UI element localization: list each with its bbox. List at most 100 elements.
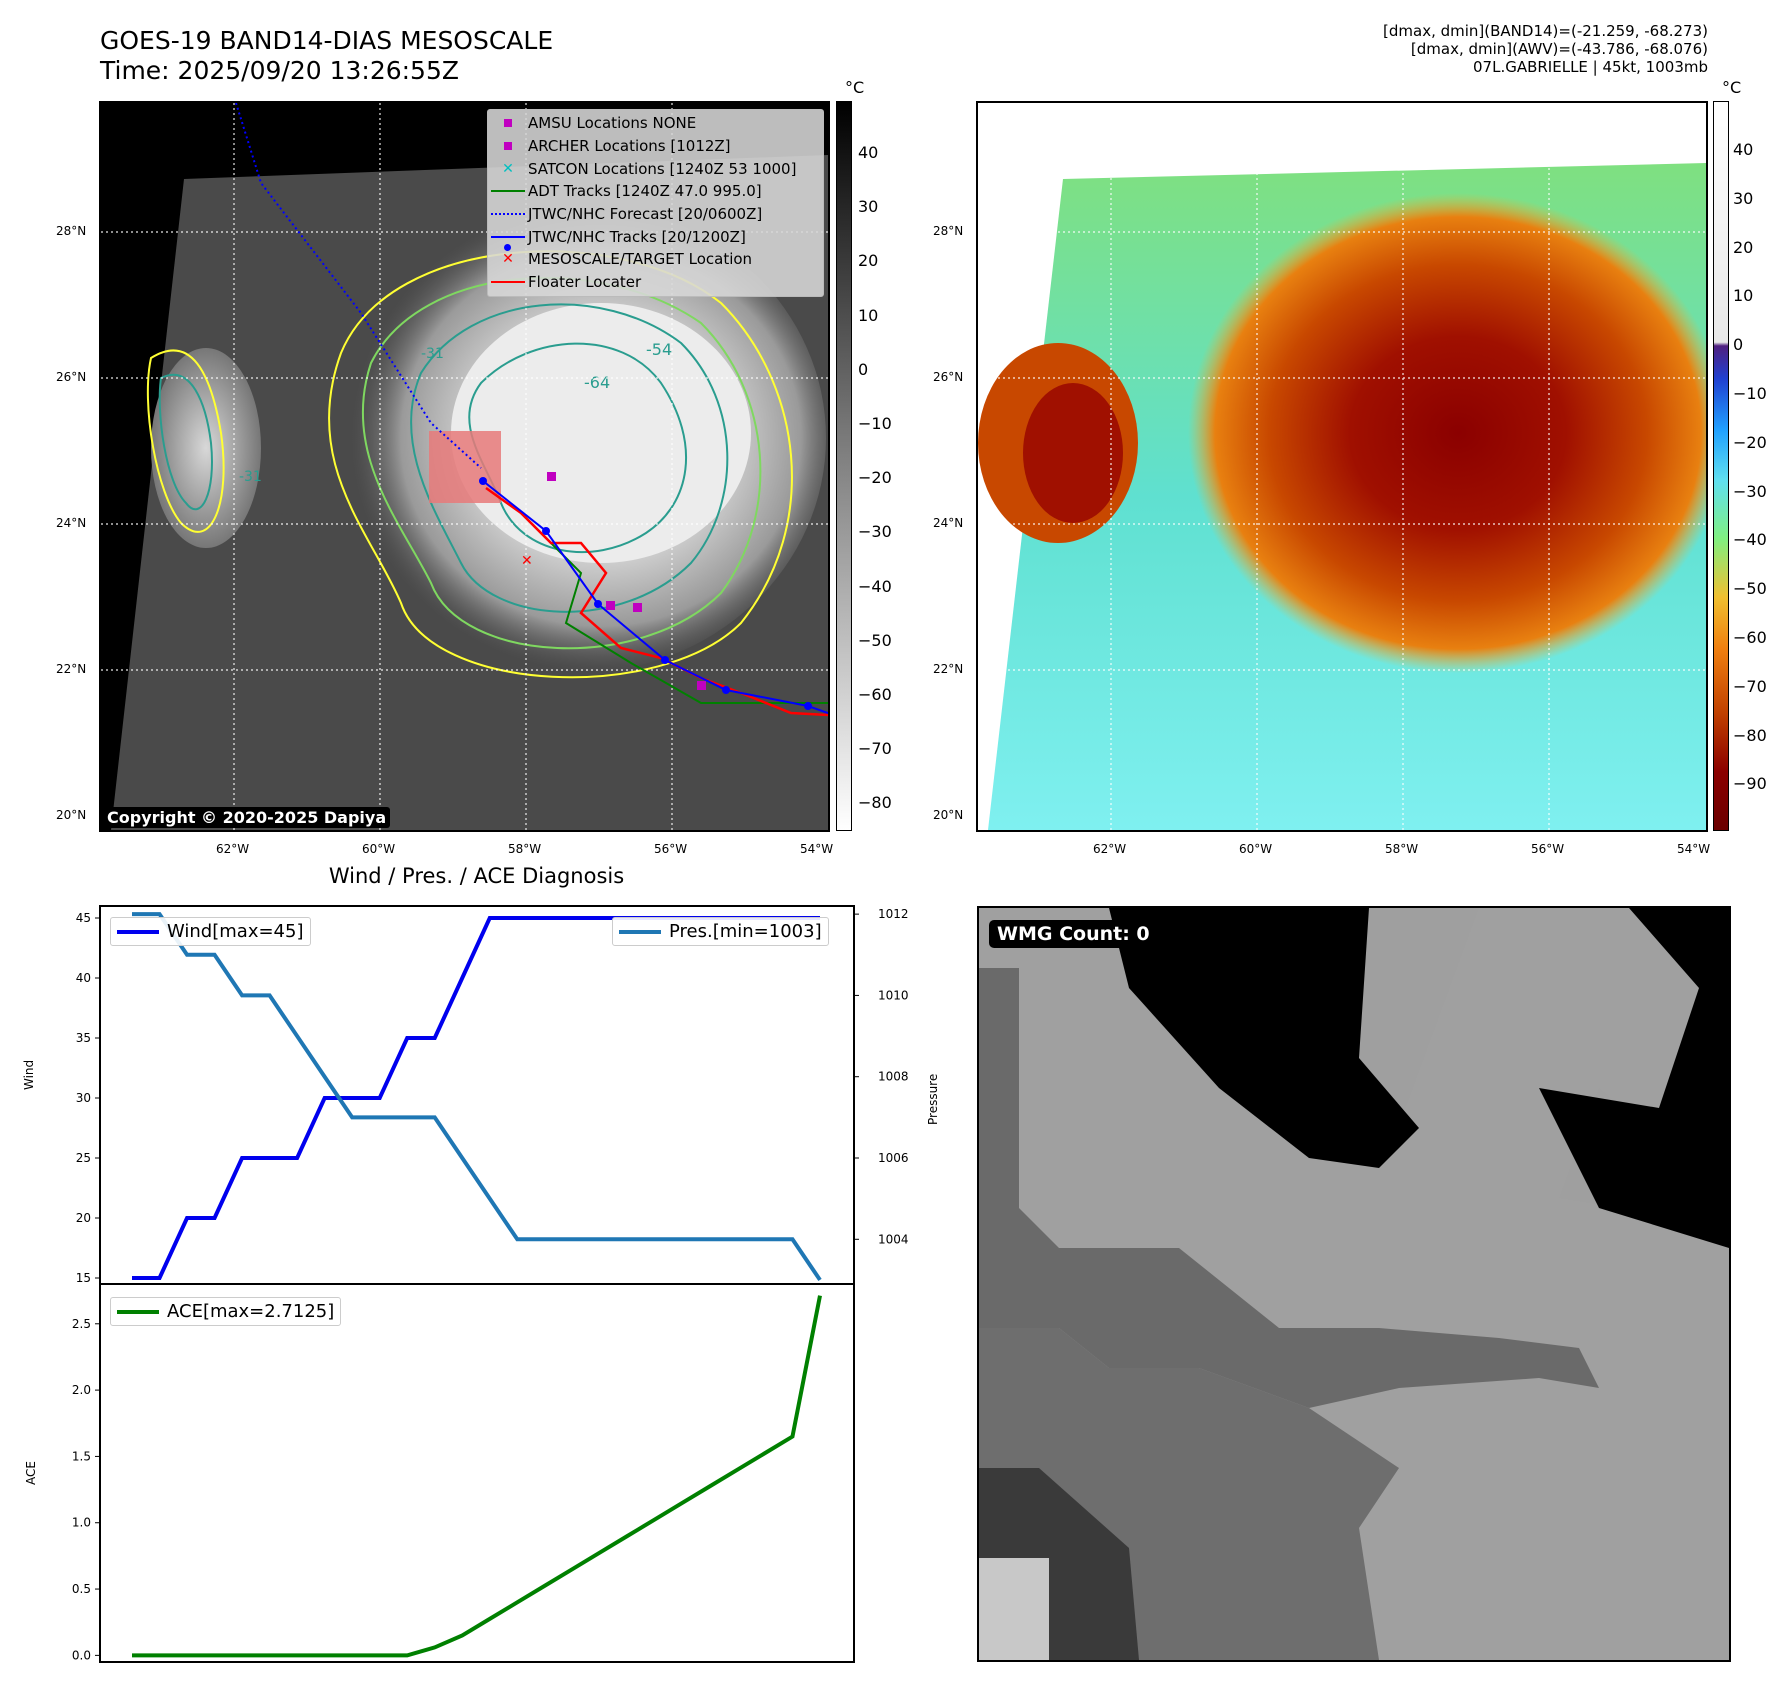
colorbar-gray-tick: −30 bbox=[858, 522, 892, 542]
enh-lon-label: 60°W bbox=[1239, 842, 1273, 856]
contour-label: -31 bbox=[239, 469, 262, 485]
pressure-ytick-label: 1012 bbox=[878, 907, 909, 921]
ir-lat-label: 28°N bbox=[56, 224, 87, 238]
colorbar-gray-tick: −10 bbox=[858, 414, 892, 433]
pressure-ytick-label: 1010 bbox=[878, 988, 909, 1002]
svg-text:✕: ✕ bbox=[521, 553, 533, 569]
wind-ytick-label: 20 bbox=[76, 1211, 91, 1225]
wind-plot-frame bbox=[99, 905, 855, 1285]
ace-legend: ACE[max=2.7125] bbox=[110, 1297, 342, 1326]
colorbar-color-tick: 10 bbox=[1733, 286, 1754, 306]
ace-legend-label: ACE[max=2.7125] bbox=[167, 1301, 335, 1322]
colorbar-color-tick: −80 bbox=[1733, 725, 1767, 745]
colorbar-gray-tick: −20 bbox=[858, 468, 892, 488]
pressure-ytick-label: 1008 bbox=[878, 1070, 909, 1084]
wind-ytick-label: 40 bbox=[76, 971, 91, 985]
colorbar-color bbox=[1713, 101, 1729, 831]
colorbar-color-unit: °C bbox=[1722, 78, 1742, 97]
enh-lat-label: 24°N bbox=[933, 516, 964, 530]
wmg-count-label: WMG Count: 0 bbox=[989, 920, 1158, 948]
colorbar-gray-tick: −70 bbox=[858, 739, 892, 759]
colorbar-gray-tick: −40 bbox=[858, 576, 892, 596]
legend-item-tracks: JTWC/NHC Tracks [20/1200Z] bbox=[488, 225, 823, 251]
legend-item-amsu: AMSU Locations NONE bbox=[488, 112, 823, 135]
info-line-awv: [dmax, dmin](AWV)=(-43.786, -68.076) bbox=[1410, 40, 1708, 58]
legend-item-target: ✕ MESOSCALE/TARGET Location bbox=[502, 250, 753, 269]
pressure-series-line bbox=[132, 912, 822, 1282]
wmg-panel: WMG Count: 0 bbox=[977, 906, 1731, 1662]
colorbar-color-tick: −90 bbox=[1733, 774, 1767, 794]
enh-lat-label: 26°N bbox=[933, 370, 964, 384]
ace-ytick-label: 0.5 bbox=[72, 1582, 91, 1596]
diagnosis-title: Wind / Pres. / ACE Diagnosis bbox=[328, 864, 625, 888]
wmg-image bbox=[979, 908, 1729, 1660]
enhanced-map-panel bbox=[976, 101, 1708, 832]
pressure-axis-label: Pressure bbox=[926, 1073, 940, 1125]
ace-axis-label: ACE bbox=[24, 1461, 38, 1485]
wind-ytick-label: 35 bbox=[76, 1031, 91, 1045]
colorbar-color-tick: −50 bbox=[1733, 579, 1767, 599]
colorbar-gray-tick: −80 bbox=[858, 793, 892, 813]
colorbar-color-tick: 0 bbox=[1733, 335, 1744, 355]
enh-lat-label: 22°N bbox=[933, 662, 964, 676]
wind-ytick-label: 30 bbox=[76, 1091, 91, 1105]
wind-axis-label: Wind bbox=[22, 1059, 36, 1090]
enh-lon-label: 54°W bbox=[1677, 842, 1711, 856]
ir-lon-label: 56°W bbox=[654, 842, 688, 856]
ace-ytick-label: 1.0 bbox=[72, 1516, 91, 1530]
enh-lon-label: 62°W bbox=[1093, 842, 1127, 856]
wind-ytick-label: 45 bbox=[76, 911, 91, 925]
wind-ytick-label: 15 bbox=[76, 1271, 91, 1285]
colorbar-gray bbox=[836, 101, 852, 831]
colorbar-gray-tick: 30 bbox=[858, 197, 879, 217]
colorbar-color-tick: 20 bbox=[1733, 237, 1754, 257]
legend-item-forecast: JTWC/NHC Forecast [20/0600Z] bbox=[488, 203, 823, 226]
colorbar-color-tick: −60 bbox=[1733, 628, 1767, 647]
pressure-ytick-label: 1006 bbox=[878, 1151, 909, 1165]
legend-item-satcon: ✕ SATCON Locations [1240Z 53 1000] bbox=[502, 159, 797, 178]
ir-lat-label: 20°N bbox=[56, 808, 87, 822]
ace-ytick-label: 2.0 bbox=[72, 1383, 91, 1397]
legend-item-archer: ARCHER Locations [1012Z] bbox=[488, 135, 823, 158]
ir-map-panel: -54 -64 -31 -31 bbox=[99, 101, 830, 832]
colorbar-gray-unit: °C bbox=[845, 78, 865, 97]
enh-lat-label: 28°N bbox=[933, 224, 964, 238]
ir-lon-label: 62°W bbox=[216, 842, 250, 856]
wind-series-line bbox=[132, 916, 820, 1280]
pressure-legend: Pres.[min=1003] bbox=[612, 917, 829, 946]
wind-ytick-label: 25 bbox=[76, 1151, 91, 1165]
info-block: [dmax, dmin](BAND14)=(-21.259, -68.273) … bbox=[1108, 22, 1708, 76]
ir-map-image: -54 -64 -31 -31 bbox=[101, 103, 828, 830]
ir-lon-label: 58°W bbox=[508, 842, 542, 856]
ir-lon-label: 60°W bbox=[362, 842, 396, 856]
pressure-legend-swatch bbox=[619, 929, 661, 934]
colorbar-gray-tick: 40 bbox=[858, 143, 879, 162]
colorbar-color-tick: −30 bbox=[1733, 481, 1767, 501]
colorbar-color-tick: −10 bbox=[1733, 384, 1767, 403]
ace-legend-swatch bbox=[117, 1309, 159, 1314]
map-legend: AMSU Locations NONE ARCHER Locations [10… bbox=[487, 109, 824, 297]
info-line-band14: [dmax, dmin](BAND14)=(-21.259, -68.273) bbox=[1383, 22, 1708, 40]
info-line-storm: 07L.GABRIELLE | 45kt, 1003mb bbox=[1473, 58, 1708, 76]
contour-label: -54 bbox=[646, 340, 672, 359]
pressure-legend-label: Pres.[min=1003] bbox=[669, 921, 822, 942]
ir-lat-label: 24°N bbox=[56, 516, 87, 530]
ir-lon-label: 54°W bbox=[800, 842, 834, 856]
legend-item-adt: ADT Tracks [1240Z 47.0 995.0] bbox=[488, 180, 823, 203]
colorbar-color-tick: −20 bbox=[1733, 432, 1767, 452]
legend-item-floater: Floater Locater bbox=[488, 271, 823, 294]
wind-legend-label: Wind[max=45] bbox=[167, 921, 304, 942]
colorbar-color-tick: 30 bbox=[1733, 188, 1754, 208]
enhanced-map-image bbox=[978, 103, 1706, 830]
pressure-ytick-label: 1004 bbox=[878, 1232, 909, 1246]
contour-label: -64 bbox=[584, 373, 610, 392]
enh-lon-label: 58°W bbox=[1385, 842, 1419, 856]
colorbar-gray-tick: −50 bbox=[858, 630, 892, 650]
wind-legend-swatch bbox=[117, 929, 159, 934]
enh-lat-label: 20°N bbox=[933, 808, 964, 822]
contour-label: -31 bbox=[421, 346, 444, 362]
ace-ytick-label: 0.0 bbox=[72, 1648, 91, 1662]
enh-lon-label: 56°W bbox=[1531, 842, 1565, 856]
ir-lat-label: 22°N bbox=[56, 662, 87, 676]
ace-plot-frame bbox=[99, 1283, 855, 1663]
